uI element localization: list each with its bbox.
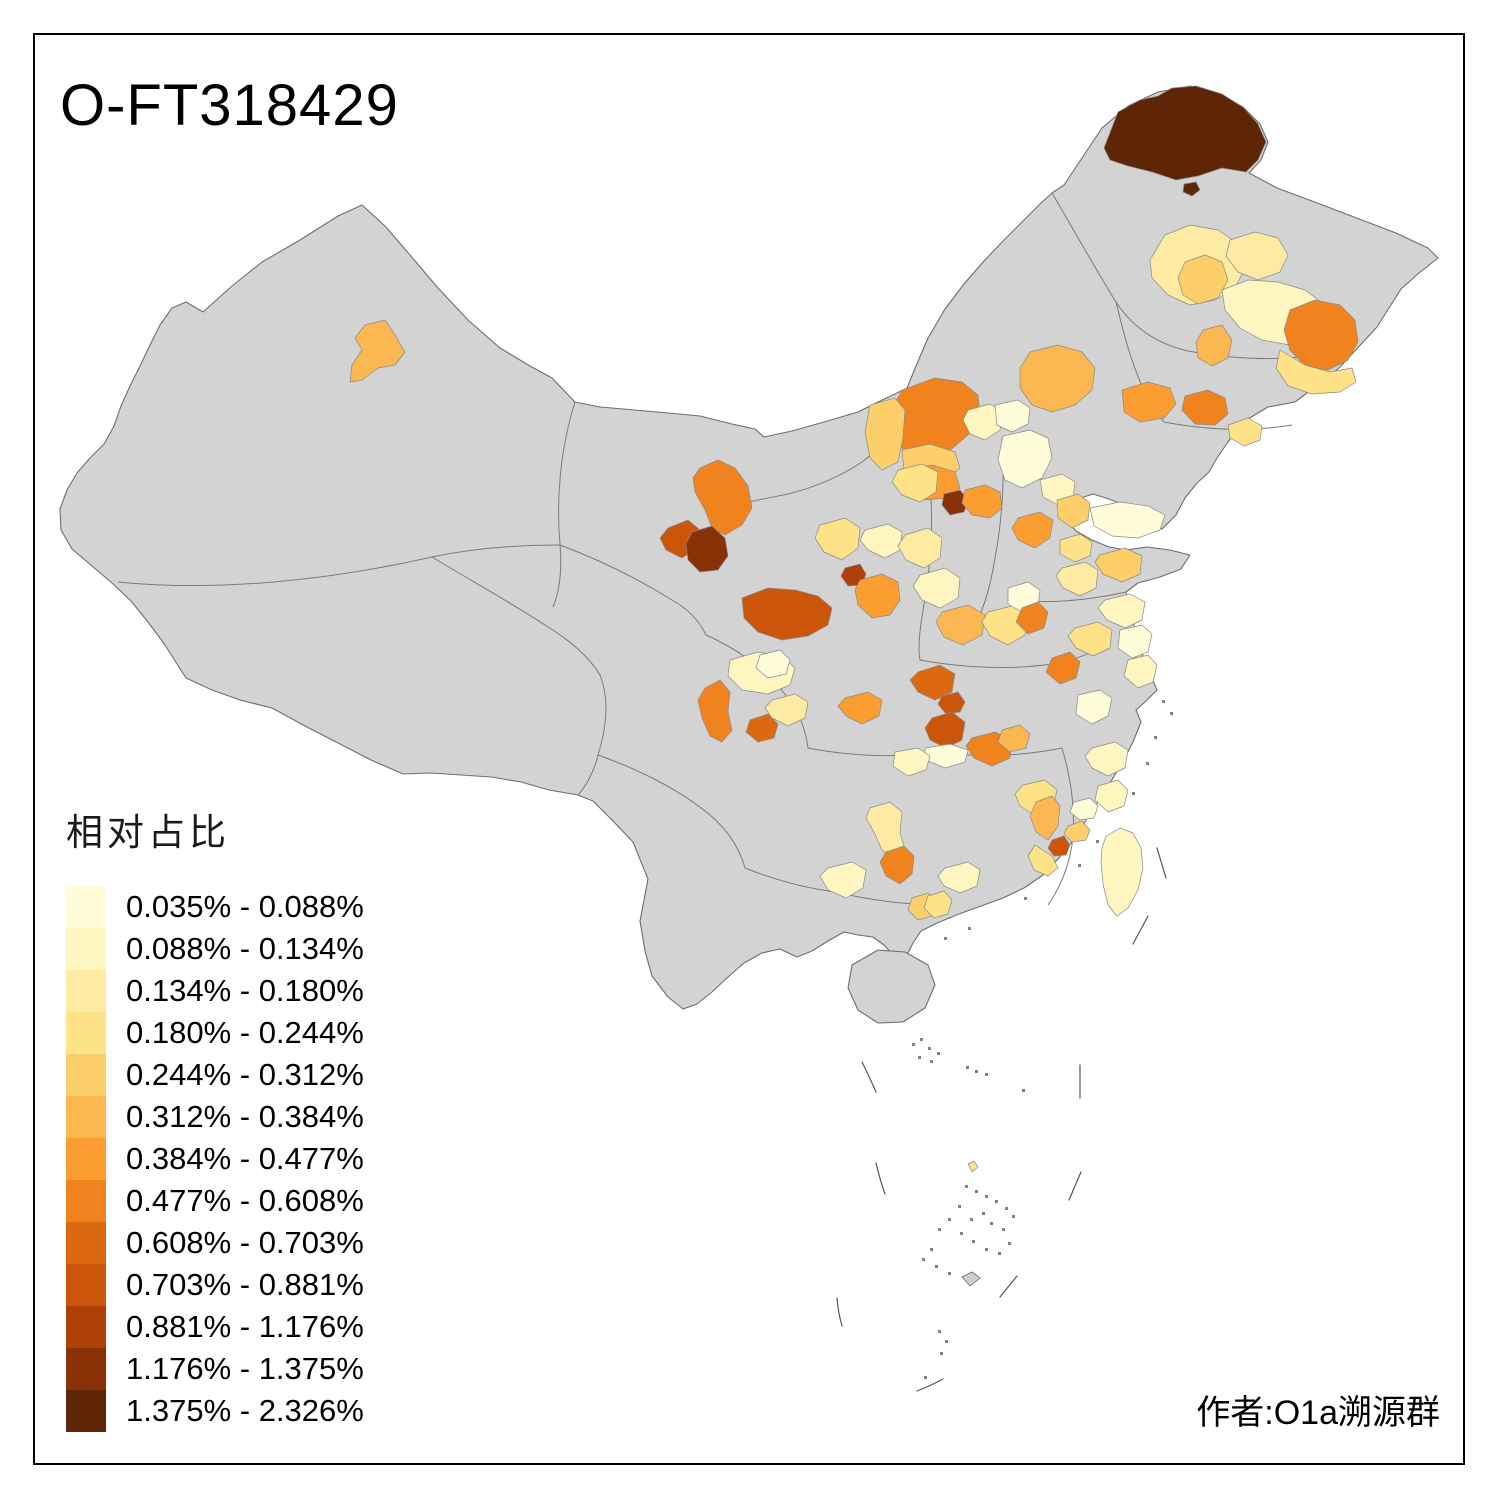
legend-title: 相对占比 (66, 812, 230, 853)
legend-swatch (66, 1012, 106, 1054)
legend-label: 0.312% - 0.384% (126, 1099, 364, 1134)
legend-label: 0.608% - 0.703% (126, 1225, 364, 1260)
legend-label: 1.375% - 2.326% (126, 1393, 364, 1428)
taiwan-island (1100, 827, 1144, 917)
attribution-text: 作者:O1a溯源群 (1196, 1394, 1440, 1432)
legend-item: 1.176% - 1.375% (66, 1348, 364, 1390)
legend-label: 0.088% - 0.134% (126, 931, 364, 966)
legend-swatch (66, 928, 106, 970)
legend-swatch (66, 1096, 106, 1138)
map-title: O-FT318429 (60, 73, 399, 138)
legend-item: 0.703% - 0.881% (66, 1264, 364, 1306)
legend-swatch (66, 1222, 106, 1264)
legend: 相对占比 0.035% - 0.088% 0.088% - 0.134% 0.134… (66, 802, 364, 1432)
legend-item: 0.384% - 0.477% (66, 1138, 364, 1180)
legend-item: 0.608% - 0.703% (66, 1222, 364, 1264)
legend-label: 0.180% - 0.244% (126, 1015, 364, 1050)
legend-item: 1.375% - 2.326% (66, 1390, 364, 1432)
legend-label: 1.176% - 1.375% (126, 1351, 364, 1386)
legend-label: 0.134% - 0.180% (126, 973, 364, 1008)
legend-label: 0.703% - 0.881% (126, 1267, 364, 1302)
legend-item: 0.134% - 0.180% (66, 970, 364, 1012)
legend-rows: 0.035% - 0.088% 0.088% - 0.134% 0.134% - 0… (66, 886, 364, 1432)
legend-item: 0.180% - 0.244% (66, 1012, 364, 1054)
legend-swatch (66, 1264, 106, 1306)
legend-item: 0.477% - 0.608% (66, 1180, 364, 1222)
mainland-outline (59, 85, 1439, 1024)
islet-dots (912, 700, 1173, 1379)
legend-label: 0.477% - 0.608% (126, 1183, 364, 1218)
legend-item: 0.881% - 1.176% (66, 1306, 364, 1348)
legend-label: 0.035% - 0.088% (126, 889, 364, 924)
choropleth-regions (349, 85, 1359, 1173)
legend-swatch (66, 1390, 106, 1432)
legend-swatch (66, 970, 106, 1012)
legend-item: 0.244% - 0.312% (66, 1054, 364, 1096)
legend-swatch (66, 1306, 106, 1348)
legend-item: 0.035% - 0.088% (66, 886, 364, 928)
legend-swatch (66, 1054, 106, 1096)
south-china-sea-features (836, 700, 1173, 1392)
legend-swatch (66, 886, 106, 928)
legend-swatch (66, 1138, 106, 1180)
hainan-island (847, 949, 936, 1024)
legend-item: 0.312% - 0.384% (66, 1096, 364, 1138)
legend-swatch (66, 1348, 106, 1390)
legend-label: 0.384% - 0.477% (126, 1141, 364, 1176)
legend-label: 0.244% - 0.312% (126, 1057, 364, 1092)
plot-frame (33, 33, 1465, 1465)
legend-swatch (66, 1180, 106, 1222)
legend-label: 0.881% - 1.176% (126, 1309, 364, 1344)
legend-item: 0.088% - 0.134% (66, 928, 364, 970)
